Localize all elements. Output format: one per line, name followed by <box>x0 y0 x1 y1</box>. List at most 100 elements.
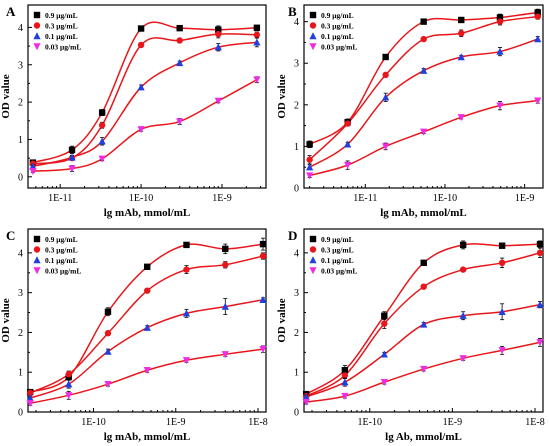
legend-label: 0.3 μg/mL <box>321 245 354 254</box>
y-tick-label: 1 <box>18 368 23 379</box>
legend-marker-series-3 <box>33 256 41 264</box>
data-point-series-4 <box>341 392 349 400</box>
data-point-series-1 <box>98 109 106 116</box>
x-tick-label: 1E-9 <box>515 193 534 204</box>
panel-d: D 0 1 2 3 4 1E-10 1E-9 1E-8 lg Ab, mmol/mL OD valu… <box>276 228 545 443</box>
data-point-series-4 <box>104 380 112 388</box>
legend-marker-series-2 <box>33 246 41 253</box>
x-axis-title: lg Ab, mmol/mL <box>385 431 462 443</box>
legend-label: 0.9 μg/mL <box>321 11 354 20</box>
x-tick-label: 1E-10 <box>358 417 382 428</box>
data-point-series-4 <box>253 76 261 84</box>
fit-curve-series-4 <box>306 341 541 403</box>
data-point-series-3 <box>302 393 310 401</box>
fit-curve-series-3 <box>305 303 541 398</box>
x-tick-label: 1E-10 <box>129 193 153 204</box>
data-point-series-2 <box>498 259 506 267</box>
data-point-series-3 <box>496 47 504 55</box>
y-tick-label: 3 <box>294 59 299 70</box>
y-tick-label: 0 <box>18 408 23 419</box>
legend-label: 0.3 μg/mL <box>321 21 354 30</box>
y-tick-label: 4 <box>294 17 299 28</box>
x-axis-title: lg mAb, mmol/mL <box>380 207 466 219</box>
data-point-series-4 <box>420 128 428 136</box>
data-point-series-2 <box>344 120 351 127</box>
legend-marker-series-1 <box>33 235 41 243</box>
y-axis-title: OD value <box>276 298 288 342</box>
legend-marker-series-1 <box>309 11 317 19</box>
data-point-series-4 <box>380 378 388 386</box>
data-point-series-3 <box>341 378 349 386</box>
y-tick-label: 4 <box>18 23 23 34</box>
data-point-series-1 <box>176 24 183 32</box>
data-point-series-1 <box>222 245 229 253</box>
data-point-series-4 <box>26 400 34 408</box>
data-point-series-2 <box>215 30 222 38</box>
data-point-series-2 <box>259 252 267 260</box>
fit-curve-series-3 <box>309 38 538 168</box>
data-point-series-4 <box>534 97 542 105</box>
x-tick-label: 1E-8 <box>525 417 544 428</box>
data-point-series-3 <box>176 59 184 67</box>
data-point-series-1 <box>382 53 389 61</box>
plot-frame <box>27 228 267 413</box>
y-tick-label: 3 <box>294 288 299 299</box>
data-point-series-2 <box>420 35 427 43</box>
data-point-series-3 <box>221 302 229 310</box>
data-point-series-2 <box>534 13 541 20</box>
data-point-series-3 <box>420 320 428 328</box>
legend-label: 0.1 μg/mL <box>321 256 354 265</box>
data-point-series-3 <box>143 323 151 331</box>
data-point-series-2 <box>176 37 183 44</box>
y-tick-label: 3 <box>18 60 23 71</box>
x-tick-label: 1E-10 <box>81 417 105 428</box>
x-tick-label: 1E-9 <box>443 417 462 428</box>
data-point-series-2 <box>306 156 313 163</box>
data-point-series-3 <box>380 350 388 358</box>
data-point-series-3 <box>98 137 106 145</box>
data-point-series-1 <box>306 141 313 148</box>
y-tick-label: 2 <box>18 328 23 339</box>
legend-marker-series-3 <box>309 32 317 40</box>
x-tick-label: 1E-11 <box>48 193 72 204</box>
data-point-series-1 <box>104 308 112 315</box>
data-point-series-4 <box>536 339 544 347</box>
legend-label: 0.03 μg/mL <box>321 266 357 275</box>
legend-label: 0.3 μg/mL <box>45 245 78 254</box>
data-point-series-2 <box>144 287 151 294</box>
data-point-series-3 <box>259 296 267 304</box>
panel-label: A <box>6 4 16 19</box>
legend-marker-series-4 <box>33 267 41 275</box>
data-point-series-4 <box>496 102 504 110</box>
data-point-series-4 <box>259 345 267 353</box>
data-point-series-4 <box>176 118 184 126</box>
data-point-series-3 <box>104 347 112 355</box>
data-point-series-1 <box>536 240 544 248</box>
data-point-series-1 <box>498 242 506 249</box>
x-axis-title: lg mAb, mmol/mL <box>104 431 190 443</box>
y-axis-title: OD value <box>0 298 12 342</box>
data-point-series-2 <box>98 122 106 129</box>
data-point-series-2 <box>458 30 465 37</box>
y-tick-label: 0 <box>294 184 299 195</box>
data-point-series-2 <box>341 372 349 379</box>
panel-label: C <box>6 228 15 243</box>
data-point-series-1 <box>144 263 151 270</box>
legend-marker-series-4 <box>309 43 317 51</box>
panel-b: B 0 1 2 3 4 1E-11 1E-10 1E-9 lg mAb, mmol/mL OD va… <box>276 4 544 219</box>
data-point-series-4 <box>420 365 428 373</box>
panel-label: D <box>288 228 297 243</box>
y-tick-label: 1 <box>294 142 299 153</box>
data-point-series-1 <box>420 18 427 25</box>
data-point-series-3 <box>344 140 352 148</box>
data-point-series-3 <box>68 153 76 161</box>
data-point-series-1 <box>496 14 504 21</box>
data-point-series-4 <box>182 357 191 365</box>
data-point-series-3 <box>306 163 314 171</box>
data-point-series-2 <box>381 320 388 327</box>
data-point-series-3 <box>65 380 73 388</box>
data-point-series-1 <box>68 146 76 154</box>
data-point-series-2 <box>382 71 389 79</box>
data-point-series-1 <box>253 24 261 31</box>
